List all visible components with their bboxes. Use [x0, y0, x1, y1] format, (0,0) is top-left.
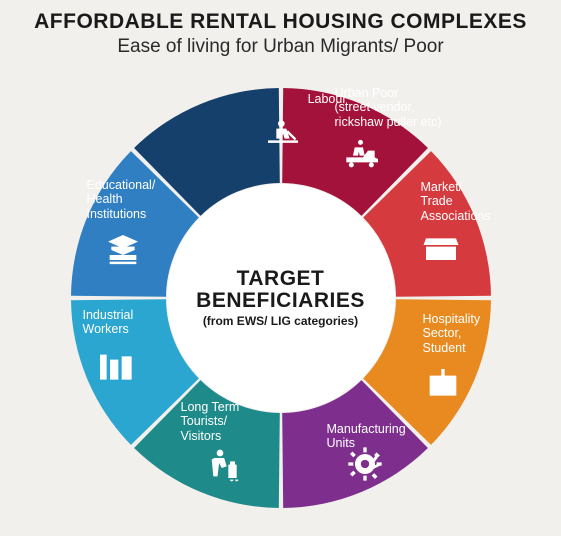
- donut-center: TARGET BENEFICIARIES (from EWS/ LIG cate…: [176, 268, 386, 328]
- page-subtitle: Ease of living for Urban Migrants/ Poor: [0, 36, 561, 58]
- page-title: AFFORDABLE RENTAL HOUSING COMPLEXES: [0, 10, 561, 34]
- heading: AFFORDABLE RENTAL HOUSING COMPLEXES Ease…: [0, 0, 561, 58]
- center-sub: (from EWS/ LIG categories): [176, 314, 386, 328]
- donut-chart: TARGET BENEFICIARIES (from EWS/ LIG cate…: [61, 78, 501, 518]
- center-title: TARGET BENEFICIARIES: [176, 268, 386, 312]
